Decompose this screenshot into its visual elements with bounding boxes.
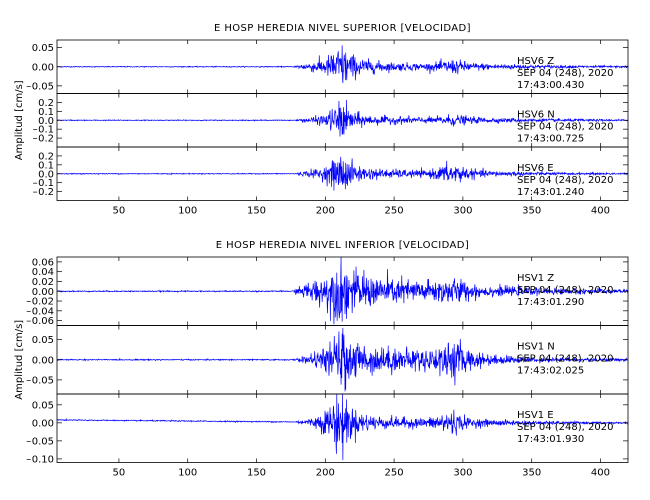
trace-start-time: 17:43:01.290 bbox=[517, 297, 584, 308]
y-tick-label: 0.04 bbox=[32, 267, 54, 278]
y-tick-label: 0.05 bbox=[32, 335, 54, 346]
y-tick-label: 0.05 bbox=[32, 43, 54, 54]
x-tick-label: 150 bbox=[247, 468, 266, 479]
x-tick-label: 350 bbox=[522, 206, 541, 217]
x-tick-label: 200 bbox=[316, 206, 335, 217]
y-tick-label: 0.05 bbox=[32, 81, 54, 92]
y-tick-label: 0.2 bbox=[38, 98, 54, 109]
x-tick-label: 50 bbox=[113, 468, 126, 479]
y-tick-label: 0.04 bbox=[32, 306, 54, 317]
y-tick-label: 0.2 bbox=[38, 134, 54, 145]
waveform-trace bbox=[56, 99, 629, 137]
x-tick-label: 150 bbox=[247, 206, 266, 217]
station-channel: HSV1 Z bbox=[517, 273, 554, 284]
y-tick-label: 0.00 bbox=[32, 62, 54, 73]
y-tick-label: 0.02 bbox=[32, 277, 54, 288]
y-tick-label: 0.2 bbox=[38, 151, 54, 162]
station-channel: HSV1 E bbox=[517, 410, 554, 421]
y-tick-label: 0.00 bbox=[32, 287, 54, 298]
panel-frame bbox=[56, 393, 629, 463]
x-tick-label: 300 bbox=[453, 468, 472, 479]
y-tick-label: 0.05 bbox=[32, 436, 54, 447]
y-tick-label: 0.0 bbox=[38, 169, 54, 180]
y-tick-label: 0.00 bbox=[32, 355, 54, 366]
y-tick-label: 0.05 bbox=[32, 400, 54, 411]
y-tick-label: 0.1 bbox=[38, 178, 54, 189]
waveform-trace bbox=[56, 327, 629, 392]
trace-date: SEP 04 (248), 2020 bbox=[517, 68, 613, 79]
y-tick-label: 0.1 bbox=[38, 125, 54, 136]
waveform-trace bbox=[56, 256, 629, 325]
y-tick-label: 0.02 bbox=[32, 297, 54, 308]
trace-date: SEP 04 (248), 2020 bbox=[517, 285, 613, 296]
x-tick-label: 100 bbox=[178, 468, 197, 479]
station-channel: HSV6 Z bbox=[517, 56, 554, 67]
y-tick-label: 0.05 bbox=[32, 375, 54, 386]
y-tick-label: 0.10 bbox=[32, 454, 54, 465]
y-tick-label: 0.1 bbox=[38, 107, 54, 118]
x-tick-label: 300 bbox=[453, 206, 472, 217]
x-tick-label: 250 bbox=[385, 206, 404, 217]
x-tick-label: 400 bbox=[591, 206, 610, 217]
trace-date: SEP 04 (248), 2020 bbox=[517, 422, 613, 433]
trace-start-time: 17:43:01.930 bbox=[517, 434, 584, 445]
x-tick-label: 100 bbox=[178, 206, 197, 217]
station-channel: HSV1 N bbox=[517, 342, 555, 353]
x-tick-label: 50 bbox=[113, 206, 126, 217]
trace-start-time: 17:43:01.240 bbox=[517, 187, 584, 198]
waveform-trace bbox=[56, 156, 629, 191]
y-tick-label: 0.06 bbox=[32, 257, 54, 268]
y-tick-label: 0.06 bbox=[32, 316, 54, 327]
y-tick-label: 0.1 bbox=[38, 160, 54, 171]
chart-title: E HOSP HEREDIA NIVEL SUPERIOR [VELOCIDAD… bbox=[214, 23, 471, 34]
y-tick-label: 0.00 bbox=[32, 418, 54, 429]
y-axis-label: Amplitud [cm/s] bbox=[14, 80, 25, 160]
trace-start-time: 17:43:00.725 bbox=[517, 134, 584, 145]
y-tick-label: 0.2 bbox=[38, 187, 54, 198]
x-tick-label: 350 bbox=[522, 468, 541, 479]
x-tick-label: 200 bbox=[316, 468, 335, 479]
trace-start-time: 17:43:00.430 bbox=[517, 80, 584, 91]
x-tick-label: 250 bbox=[385, 468, 404, 479]
trace-date: SEP 04 (248), 2020 bbox=[517, 175, 613, 186]
trace-start-time: 17:43:02.025 bbox=[517, 366, 584, 377]
y-tick-label: 0.0 bbox=[38, 116, 54, 127]
trace-date: SEP 04 (248), 2020 bbox=[517, 122, 613, 133]
panel-frame bbox=[56, 146, 629, 201]
station-channel: HSV6 E bbox=[517, 163, 554, 174]
chart-title: E HOSP HEREDIA NIVEL INFERIOR [VELOCIDAD… bbox=[216, 240, 469, 251]
x-tick-label: 400 bbox=[591, 468, 610, 479]
station-channel: HSV6 N bbox=[517, 110, 555, 121]
waveform-trace bbox=[56, 45, 629, 84]
trace-date: SEP 04 (248), 2020 bbox=[517, 354, 613, 365]
y-axis-label: Amplitud [cm/s] bbox=[14, 320, 25, 400]
